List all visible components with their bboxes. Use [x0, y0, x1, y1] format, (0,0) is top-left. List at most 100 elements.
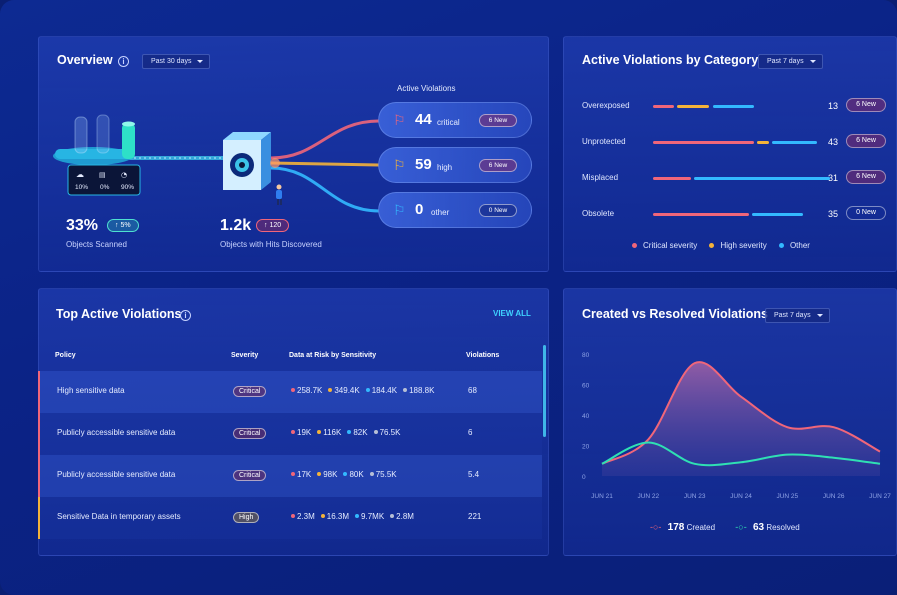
created-count: 178	[667, 522, 685, 533]
category-bar-other	[772, 141, 817, 144]
category-bar-high	[756, 141, 769, 144]
created-area	[602, 362, 880, 476]
risk-value: 75.5K	[375, 470, 397, 479]
chevron-down-icon	[197, 60, 204, 63]
category-row-3[interactable]: Obsolete 35 0 New	[564, 205, 897, 225]
sensitivity-dot	[365, 388, 370, 393]
col-violations[interactable]: Violations	[466, 352, 500, 359]
device-stat-3: 90%	[121, 184, 135, 191]
category-bar-critical	[653, 213, 749, 216]
overview-range-label: Past 30 days	[151, 58, 192, 65]
high-count: 59	[415, 156, 432, 173]
policy-cell: Sensitive Data in temporary assets	[57, 512, 181, 521]
view-all-link[interactable]: VIEW ALL	[493, 309, 531, 318]
risk-value: 98K	[323, 470, 338, 479]
risk-value: 82K	[353, 428, 368, 437]
category-panel: Active Violations by Category Past 7 day…	[563, 36, 897, 272]
category-name: Misplaced	[582, 173, 619, 182]
table-row[interactable]: Sensitive Data in temporary assets High 2.…	[38, 497, 542, 539]
sensitivity-dot	[347, 430, 352, 435]
category-bar-critical	[653, 177, 691, 180]
risk-value: 80K	[349, 470, 364, 479]
table-row[interactable]: Publicly accessible sensitive data Critic…	[38, 455, 542, 497]
other-violations-card[interactable]: ⚐ 0 other 0 New	[378, 192, 532, 228]
legend-high-dot	[709, 243, 715, 249]
col-severity[interactable]: Severity	[231, 352, 259, 359]
active-violations-label: Active Violations	[397, 84, 456, 93]
col-data-at-risk[interactable]: Data at Risk by Sensitivity	[289, 352, 377, 359]
category-range-label: Past 7 days	[767, 58, 804, 65]
device-stat-1: 10%	[75, 184, 89, 191]
violations-cell: 5.4	[468, 470, 480, 479]
x-tick-label: JUN 27	[869, 493, 891, 500]
hits-delta-badge: ↑ 120	[256, 219, 290, 232]
y-tick-label: 80	[582, 352, 590, 359]
category-range-dropdown[interactable]: Past 7 days	[758, 54, 823, 69]
created-resolved-range-label: Past 7 days	[774, 312, 811, 319]
created-resolved-range-dropdown[interactable]: Past 7 days	[765, 308, 830, 323]
violations-cell: 221	[468, 512, 482, 521]
table-row[interactable]: Publicly accessible sensitive data Critic…	[38, 413, 542, 455]
risk-value: 2.8M	[396, 512, 414, 521]
category-name: Obsolete	[582, 209, 615, 218]
category-bar-critical	[653, 141, 754, 144]
category-row-0[interactable]: Overexposed 13 6 New	[564, 97, 897, 117]
category-bar-high	[676, 105, 710, 108]
created-resolved-panel: Created vs Resolved Violations Past 7 da…	[563, 288, 897, 556]
other-label: other	[431, 208, 450, 217]
overview-info-icon[interactable]: i	[118, 56, 129, 67]
category-name: Overexposed	[582, 101, 630, 110]
scanned-delta-badge: ↑ 5%	[107, 219, 139, 232]
sensitivity-dot	[343, 472, 348, 477]
table-row[interactable]: High sensitive data Critical 258.7K 349.4K 1…	[38, 371, 542, 413]
critical-count: 44	[415, 111, 432, 128]
sensitivity-dot	[328, 388, 333, 393]
table-scrollbar[interactable]	[543, 345, 546, 437]
data-at-risk-cell: 258.7K 349.4K 184.4K 188.8K	[291, 386, 440, 395]
category-legend: Critical severity High severity Other	[632, 241, 810, 250]
x-tick-label: JUN 26	[823, 493, 845, 500]
created-label: Created	[686, 523, 716, 532]
data-at-risk-cell: 2.3M 16.3M 9.7MK 2.8M	[291, 512, 420, 521]
col-policy[interactable]: Policy	[55, 352, 76, 359]
risk-value: 9.7MK	[361, 512, 385, 521]
risk-value: 349.4K	[334, 386, 360, 395]
risk-value: 188.8K	[409, 386, 435, 395]
hits-value: 1.2k	[220, 217, 252, 234]
top-violations-panel: Top Active Violations i VIEW ALL	[38, 288, 549, 556]
resolved-count: 63	[752, 522, 765, 533]
critical-violations-card[interactable]: ⚐ 44 critical 6 New	[378, 102, 532, 138]
critical-new-badge: 6 New	[479, 114, 517, 127]
category-title: Active Violations by Category	[582, 53, 759, 67]
sensitivity-dot	[317, 430, 322, 435]
risk-value: 16.3M	[326, 512, 350, 521]
category-bar-other	[693, 177, 831, 180]
severity-badge: Critical	[233, 386, 267, 397]
scanned-label: Objects Scanned	[66, 240, 127, 249]
category-bar-other	[712, 105, 754, 108]
overview-range-dropdown[interactable]: Past 30 days	[142, 54, 211, 69]
high-label: high	[437, 163, 453, 172]
category-row-2[interactable]: Misplaced 31 6 New	[564, 169, 897, 189]
sensitivity-dot	[291, 514, 295, 519]
risk-value: 2.3M	[297, 512, 315, 521]
top-violations-info-icon[interactable]: i	[180, 310, 191, 321]
overview-title: Overview	[57, 53, 113, 67]
created-line[interactable]	[601, 361, 881, 465]
flag-icon: ⚐	[393, 157, 406, 173]
category-row-1[interactable]: Unprotected 43 6 New	[564, 133, 897, 153]
category-count: 35	[828, 209, 839, 219]
policy-cell: Publicly accessible sensitive data	[57, 428, 176, 437]
high-violations-card[interactable]: ⚐ 59 high 6 New	[378, 147, 532, 183]
resolved-line[interactable]	[601, 441, 881, 467]
sensitivity-dot	[317, 472, 322, 477]
created-legend-icon: -○-	[650, 522, 662, 532]
category-bar-critical	[653, 105, 674, 108]
category-new-badge: 0 New	[846, 206, 886, 220]
scanned-delta: 5%	[120, 222, 131, 229]
x-tick-label: JUN 22	[637, 493, 659, 500]
sensitivity-dot	[291, 388, 295, 393]
top-violations-title: Top Active Violations	[56, 307, 182, 321]
hits-label: Objects with Hits Discovered	[220, 240, 322, 249]
category-new-badge: 6 New	[846, 98, 886, 112]
